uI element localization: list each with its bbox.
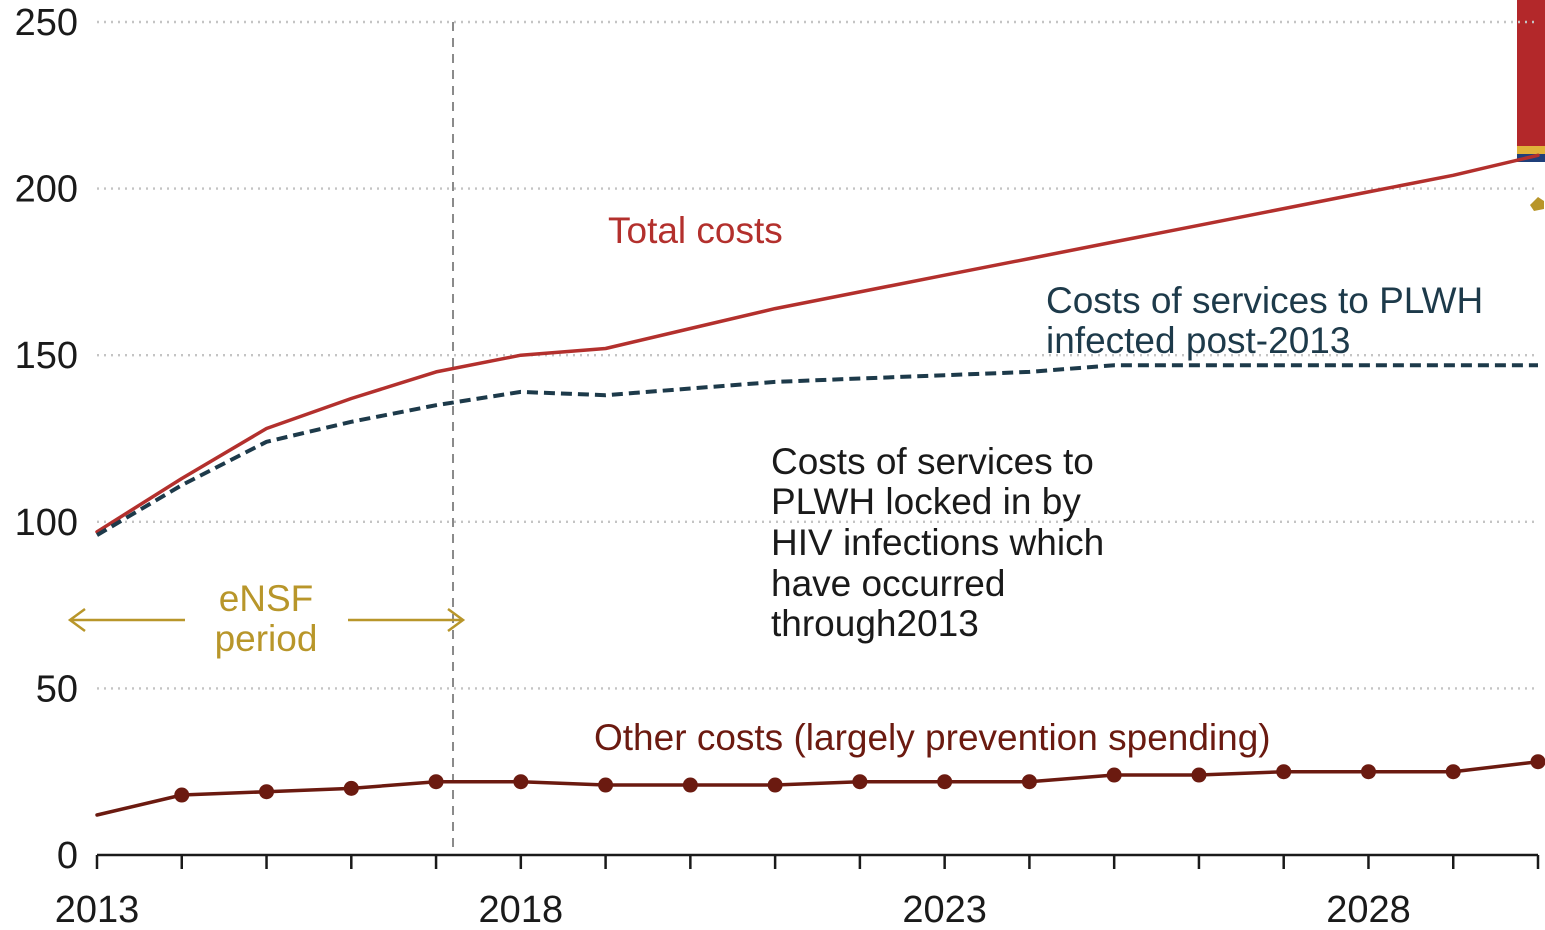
annotation-total-costs: Total costs xyxy=(608,210,783,251)
data-point xyxy=(1021,774,1037,790)
ensf-arrow-left xyxy=(67,607,185,633)
series-line-1 xyxy=(95,153,1540,534)
data-point xyxy=(428,774,444,790)
data-point xyxy=(513,774,529,790)
y-tick-label: 150 xyxy=(15,335,78,377)
data-point xyxy=(1276,764,1292,780)
annotation-other-costs: Other costs (largely prevention spending… xyxy=(594,717,1271,758)
data-point xyxy=(1106,767,1122,783)
series-group xyxy=(95,153,1545,817)
x-tick-label: 2018 xyxy=(479,889,564,930)
x-tick-labels: 2013 2018 2023 2028 xyxy=(55,889,1411,930)
y-tick-label: 50 xyxy=(36,668,78,710)
data-point xyxy=(1191,767,1207,783)
data-point xyxy=(682,777,698,793)
series-line-2 xyxy=(95,363,1538,537)
data-point xyxy=(174,787,190,803)
y-tick-label: 250 xyxy=(15,2,78,44)
annotation-locked-line2: PLWH locked in by xyxy=(771,481,1081,522)
annotation-ensf-line1: eNSF xyxy=(219,578,314,619)
annotation-post2013-line1: Costs of services to PLWH xyxy=(1046,280,1483,321)
data-point xyxy=(1445,764,1461,780)
data-point xyxy=(598,777,614,793)
y-tick-labels: 0 50 100 150 200 250 xyxy=(15,2,78,877)
series-line-3 xyxy=(95,759,1540,817)
annotation-ensf-line2: period xyxy=(215,618,318,659)
x-tick-label: 2028 xyxy=(1326,889,1411,930)
annotation-post2013-line2: infected post-2013 xyxy=(1046,320,1350,361)
x-axis-ticks xyxy=(95,855,1540,869)
y-tick-label: 100 xyxy=(15,502,78,544)
data-point xyxy=(767,777,783,793)
x-tick-label: 2013 xyxy=(55,889,140,930)
data-point xyxy=(852,774,868,790)
annotation-locked-line1: Costs of services to xyxy=(771,441,1094,482)
y-tick-label: 0 xyxy=(57,835,78,877)
data-point xyxy=(937,774,953,790)
data-point xyxy=(1360,764,1376,780)
x-tick-label: 2023 xyxy=(902,889,987,930)
annotation-locked-line3: HIV infections which xyxy=(771,522,1104,563)
data-point xyxy=(1530,754,1545,770)
flag-decoration xyxy=(1517,0,1545,211)
data-point xyxy=(343,780,359,796)
annotation-locked-line5: through2013 xyxy=(771,603,979,644)
y-tick-label: 200 xyxy=(15,169,78,211)
annotation-locked-line4: have occurred xyxy=(771,563,1005,604)
ensf-arrow-right xyxy=(348,607,466,633)
data-point xyxy=(259,784,275,800)
